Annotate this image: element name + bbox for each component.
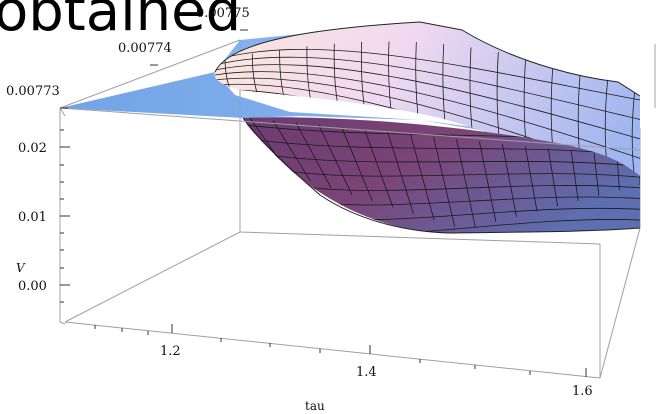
mesh-line [387, 131, 414, 214]
mesh-line [433, 136, 456, 227]
z-axis-title: V [16, 261, 26, 275]
mesh-line [214, 64, 641, 140]
y-tick-label: 0.00773 [6, 84, 60, 99]
mesh-line [479, 141, 497, 223]
mesh-line [501, 143, 517, 217]
mesh-line [214, 48, 641, 101]
mesh-line [256, 139, 640, 157]
mesh-line [295, 122, 332, 189]
mesh-line [290, 184, 640, 191]
mesh-line [214, 56, 641, 120]
mesh-line [364, 129, 394, 208]
mesh-line [324, 219, 640, 233]
mesh-line [341, 127, 373, 202]
banner-text: obtained [0, 0, 241, 44]
y-tick-label: 0.00775 [196, 6, 250, 21]
x-axis-title: tau [305, 399, 325, 413]
mesh-line [318, 124, 353, 195]
mesh-line [456, 139, 476, 228]
z-tick-label: 0.02 [18, 141, 47, 156]
y-axis-ticks [60, 29, 248, 109]
z-tick-label: 0.00 [18, 279, 47, 294]
x-tick-label: 1.6 [572, 384, 593, 399]
x-tick-label: 1.4 [356, 365, 377, 380]
x-tick-label: 1.2 [160, 344, 181, 359]
y-tick-label: 0.00774 [118, 41, 172, 56]
mesh-line [214, 71, 641, 159]
top-sheet [60, 72, 640, 175]
mesh-line [267, 154, 640, 167]
mesh-line [279, 169, 640, 178]
mesh-line [547, 148, 559, 207]
box-front-top [59, 107, 66, 117]
mesh-line [616, 155, 620, 191]
mesh-line [410, 134, 435, 221]
mesh-line [570, 150, 579, 201]
x-axis-ticks [94, 324, 587, 377]
mesh-line [272, 120, 311, 182]
z-axis-ticks [60, 129, 70, 303]
mesh-line [524, 146, 538, 212]
surface-rim [214, 21, 641, 97]
surface-bottom-edge [242, 117, 641, 234]
z-tick-label: 0.01 [18, 210, 47, 225]
box-front-edge [59, 107, 641, 151]
